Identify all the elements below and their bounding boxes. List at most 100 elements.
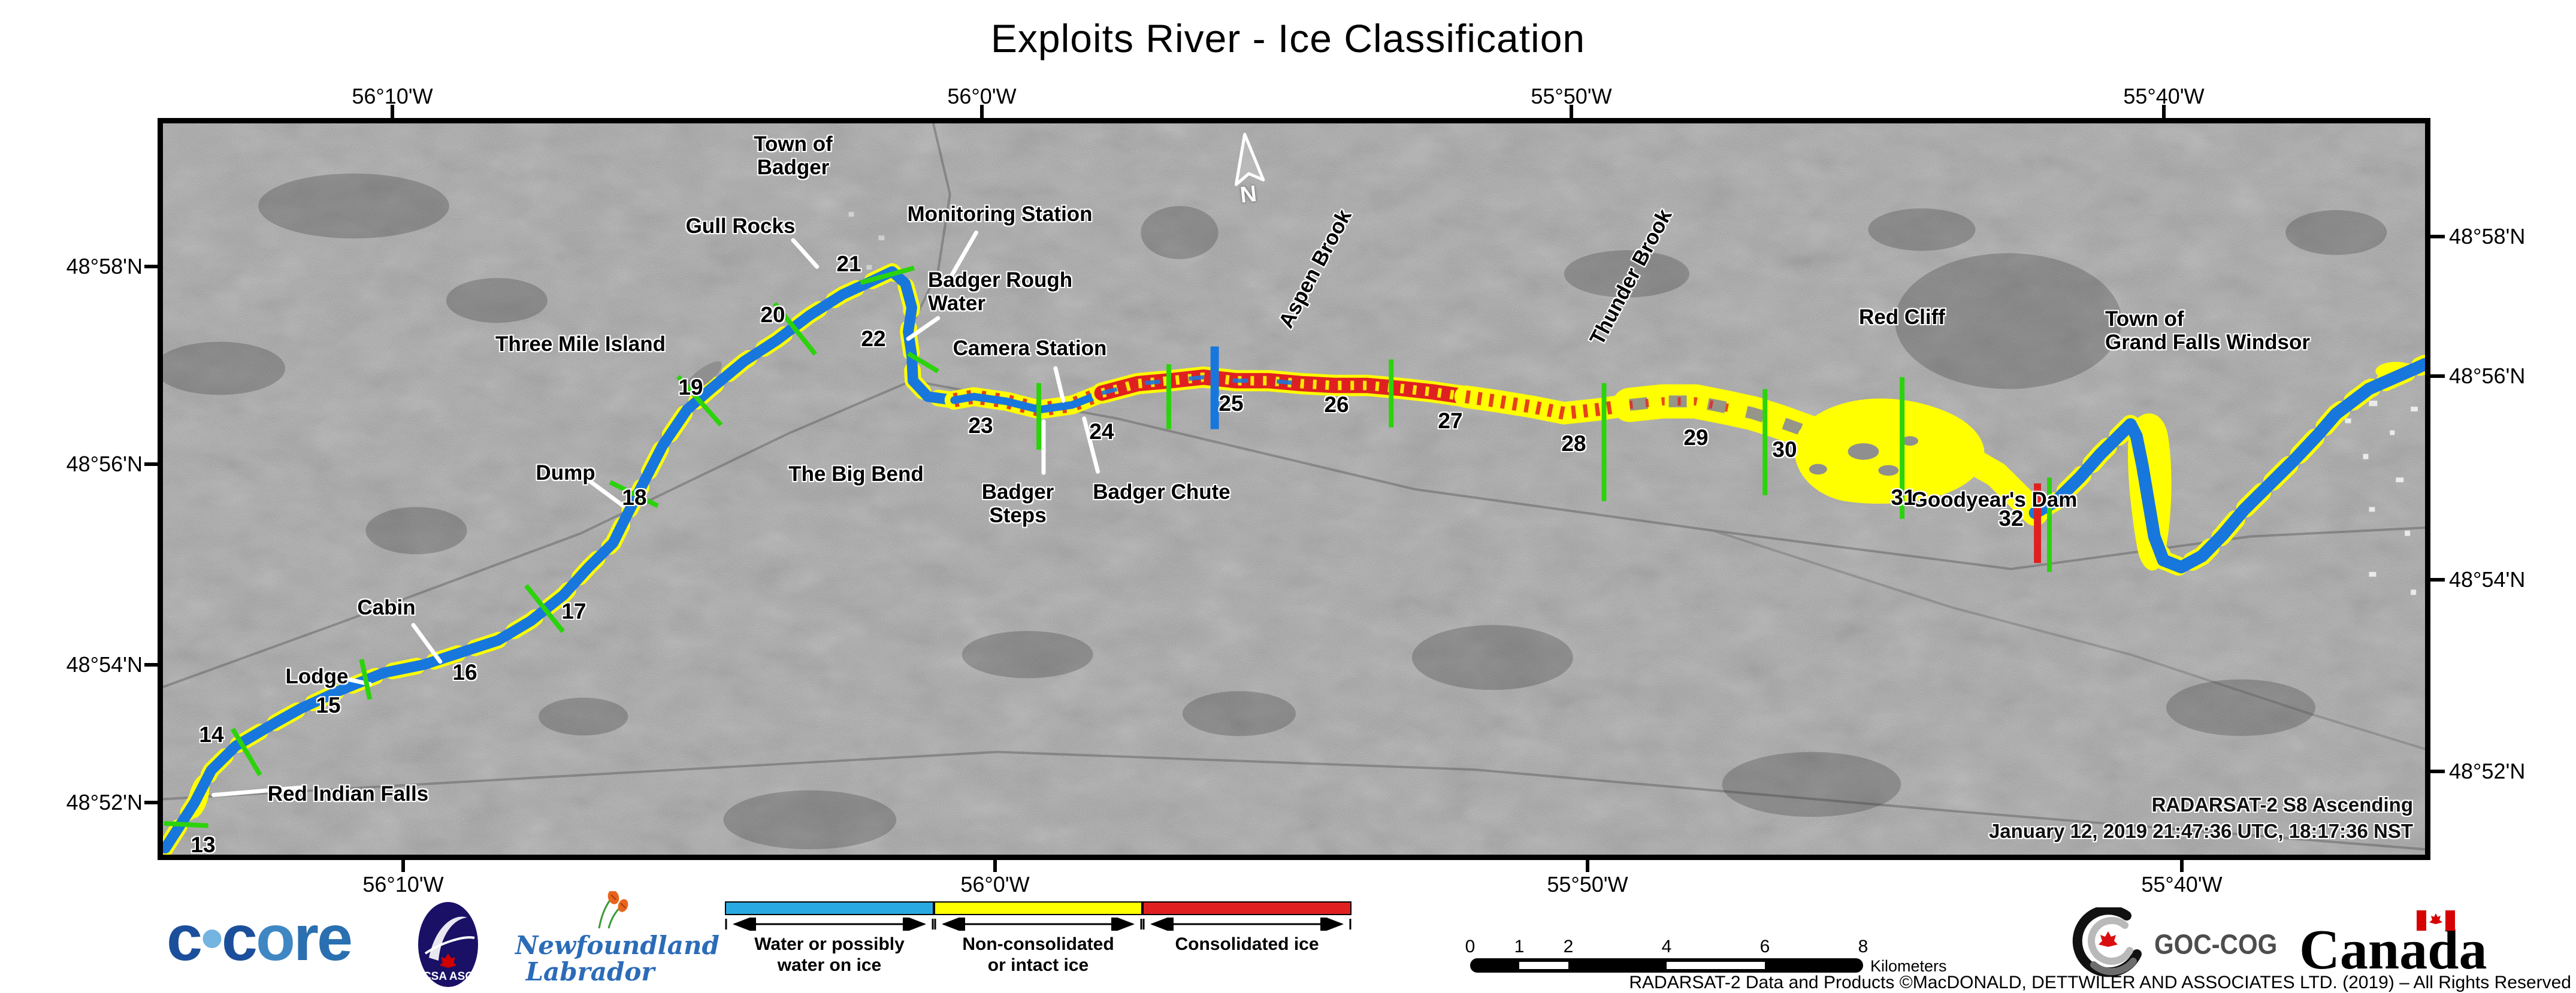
axis-label-left: 48°54'N: [66, 652, 143, 677]
ccore-letter: r: [293, 901, 319, 974]
north-letter: N: [1239, 181, 1258, 208]
reservoir-islands: [1809, 436, 1919, 476]
axis-tick-left: [144, 801, 158, 804]
ccore-letter: o: [255, 901, 295, 974]
reach-number-19: 19: [678, 375, 703, 399]
axis-label-right: 48°58'N: [2449, 224, 2526, 249]
town-speckle: [848, 211, 2418, 595]
red-cliff-label: Red Cliff: [1859, 305, 1945, 329]
copyright-line: RADARSAT-2 Data and Products ©MacDONALD,…: [1629, 973, 2571, 992]
axis-tick-bottom: [2180, 860, 2184, 872]
river-yellow-b-red: [1629, 397, 1729, 412]
ccore-letter: e: [316, 901, 353, 974]
reach-number-27: 27: [1438, 408, 1463, 433]
pitcher-plant-icon: [598, 890, 628, 929]
axis-label-bottom: 56°10'W: [362, 872, 444, 897]
badger-steps-label: Badger Steps: [981, 480, 1054, 527]
reach-number-32: 32: [1998, 506, 2024, 531]
scale-tick-4: 4: [1661, 937, 1672, 956]
legend-arrows: [725, 918, 1352, 931]
reach-number-18: 18: [622, 485, 647, 510]
leader-line: [906, 316, 941, 341]
scale-tick-6: 6: [1759, 937, 1770, 956]
scale-tick-2: 2: [1563, 937, 1574, 956]
axis-label-bottom: 55°40'W: [2141, 872, 2223, 897]
reach-number-28: 28: [1561, 431, 1586, 456]
transect-line: [524, 584, 565, 633]
csa-swoosh: [429, 916, 467, 961]
goc-arc-gray: [2088, 916, 2133, 965]
canada-wordmark: Canada: [2299, 919, 2487, 981]
reach-number-20: 20: [760, 302, 785, 327]
legend-label-consolidated: Consolidated ice: [1175, 934, 1319, 954]
csa-text: CSA ASC: [423, 970, 473, 983]
legend-label-water: Water or possibly water on ice: [754, 934, 905, 975]
scale-bar-segment-1-2: [1519, 962, 1568, 969]
reach-number-31: 31: [1891, 485, 1916, 510]
leader-line: [411, 623, 443, 664]
axis-label-top: 56°10'W: [352, 84, 433, 108]
axis-label-left: 48°52'N: [66, 790, 143, 815]
dark-terrain-patches: [163, 173, 2387, 850]
scale-tick-0: 0: [1465, 937, 1476, 956]
camera-station-label: Camera Station: [953, 337, 1107, 360]
nl-word-1: Newfoundland: [515, 931, 719, 960]
river-red-yellow-speckle: [1100, 372, 1467, 402]
town-of-grand-falls-windsor-label: Town of Grand Falls Windsor: [2105, 307, 2310, 354]
reach-number-13: 13: [191, 832, 216, 857]
dump-label: Dump: [536, 461, 595, 485]
axis-tick-right: [2430, 578, 2445, 582]
legend-swatch-water: [725, 901, 934, 915]
csa-ellipse: [418, 902, 478, 987]
gull-rocks-label: Gull Rocks: [685, 214, 796, 238]
reach-number-30: 30: [1772, 437, 1797, 462]
goc-arc-mid: [2090, 958, 2137, 976]
goc-cog-text: GOC-COG: [2154, 928, 2278, 960]
reach-number-21: 21: [836, 252, 861, 276]
river-upper-blue: [163, 266, 960, 854]
ccore-logo: c•core: [167, 906, 353, 970]
goodyears-dam-label: Goodyear's Dam: [1911, 488, 2078, 511]
annotation-overlay: [164, 230, 2052, 828]
scale-bar-unit: Kilometers: [1870, 957, 1947, 975]
axis-tick-left: [144, 462, 158, 466]
transect-line: [773, 302, 817, 356]
axis-tick-bottom: [993, 860, 997, 872]
sar-image: [163, 123, 2425, 855]
ccore-letter: c: [221, 901, 258, 974]
axis-label-right: 48°56'N: [2449, 364, 2526, 388]
legend-swatch-nonconsolidated: [934, 901, 1142, 915]
three-mile-island-label: Three Mile Island: [495, 332, 666, 356]
river-lower-blue: [2028, 358, 2425, 574]
reach-number-22: 22: [861, 326, 886, 351]
river-transition-blue: [950, 389, 1106, 414]
csa-maple-leaf: [440, 953, 456, 968]
axis-label-left: 48°56'N: [66, 452, 143, 476]
reach-number-23: 23: [968, 413, 993, 438]
axis-tick-left: [144, 265, 158, 268]
axis-tick-bottom: [1586, 860, 1589, 872]
axis-label-top: 55°50'W: [1531, 84, 1612, 108]
transect-line: [907, 351, 939, 374]
red-indian-falls-label: Red Indian Falls: [267, 782, 429, 806]
scale-tick-1: 1: [1514, 937, 1525, 956]
axis-tick-left: [144, 663, 158, 667]
leader-line: [791, 238, 820, 269]
legend-label-nonconsolidated: Non-consolidated or intact ice: [962, 934, 1114, 975]
the-big-bend-label: The Big Bend: [788, 462, 924, 486]
axis-tick-right: [2430, 235, 2445, 238]
leader-line: [581, 474, 625, 508]
axis-tick-top: [391, 105, 394, 118]
goc-maple-leaf: [2099, 931, 2118, 947]
cabin-label: Cabin: [357, 596, 416, 619]
csa-orbit: [424, 936, 475, 955]
transect-line: [609, 480, 659, 508]
csa-logo: CSA ASC: [417, 901, 479, 991]
axis-tick-bottom: [401, 860, 405, 872]
river-red-blue-trace: [1101, 375, 1302, 395]
acquisition-credit-line2: January 12, 2019 21:47:36 UTC, 18:17:36 …: [1988, 820, 2413, 843]
axis-tick-top: [1570, 105, 1573, 118]
transect-line: [231, 728, 262, 776]
acquisition-credit: RADARSAT-2 S8 Ascending January 12, 2019…: [1989, 792, 2413, 845]
